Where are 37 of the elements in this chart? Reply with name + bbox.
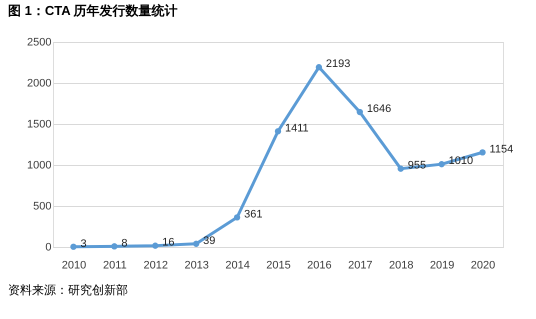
x-tick-label: 2016: [307, 260, 332, 272]
y-tick-label: 500: [33, 200, 52, 212]
point: [316, 64, 322, 70]
data-label: 1646: [366, 103, 392, 116]
point: [398, 166, 404, 172]
point: [438, 161, 445, 168]
x-tick-label: 2020: [470, 260, 496, 272]
x-tick-label: 2017: [348, 260, 373, 272]
x-tick-label: 2019: [430, 260, 454, 272]
data-label: 2193: [326, 58, 350, 70]
x-tick-label: 2013: [184, 260, 209, 272]
data-label: 39: [203, 234, 216, 247]
point: [111, 243, 118, 250]
point: [274, 128, 282, 134]
x-tick-label: 2011: [103, 260, 127, 272]
data-label: 361: [244, 208, 262, 220]
x-tick-label: 2010: [62, 260, 86, 272]
data-label: 955: [408, 160, 426, 172]
data-label: 1154: [490, 143, 514, 156]
y-tick-label: 1500: [27, 118, 52, 130]
point: [479, 149, 486, 156]
data-label: 1411: [285, 122, 309, 134]
x-tick-label: 2015: [266, 260, 291, 272]
x-tick-label: 2012: [144, 260, 168, 272]
point: [152, 242, 158, 249]
point: [70, 244, 77, 250]
y-tick-label: 1000: [27, 160, 52, 172]
chart-title: 图 1：CTA 历年发行数量统计: [8, 3, 178, 18]
point: [234, 214, 240, 221]
y-tick-label: 2500: [27, 36, 52, 48]
y-tick-label: 0: [45, 242, 52, 254]
point: [193, 240, 200, 247]
x-tick-label: 2018: [388, 260, 414, 272]
text: 资料来源：研究创新部: [8, 283, 128, 297]
x-tick-label: 2014: [225, 260, 250, 272]
point: [356, 108, 363, 116]
y-tick-label: 2000: [27, 78, 52, 90]
